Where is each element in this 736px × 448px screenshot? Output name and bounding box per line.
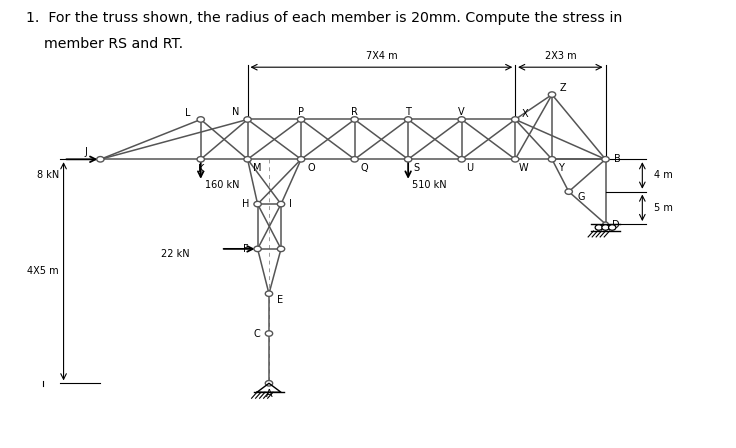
Text: S: S <box>413 163 420 173</box>
Circle shape <box>602 156 609 162</box>
Text: A: A <box>266 389 272 399</box>
Text: V: V <box>459 107 465 117</box>
Circle shape <box>609 225 616 230</box>
Circle shape <box>351 156 358 162</box>
Circle shape <box>265 291 272 297</box>
Text: C: C <box>254 328 261 339</box>
Circle shape <box>565 189 573 194</box>
Circle shape <box>277 201 285 207</box>
Circle shape <box>265 380 272 386</box>
Text: 1.  For the truss shown, the radius of each member is 20mm. Compute the stress i: 1. For the truss shown, the radius of ea… <box>26 11 622 25</box>
Text: W: W <box>518 163 528 173</box>
Text: E: E <box>277 295 283 305</box>
Circle shape <box>595 225 603 230</box>
Circle shape <box>602 225 609 230</box>
Circle shape <box>512 117 519 122</box>
Circle shape <box>603 222 608 226</box>
Circle shape <box>197 156 205 162</box>
Text: P: P <box>298 107 304 117</box>
Circle shape <box>244 117 251 122</box>
Text: Q: Q <box>361 163 369 173</box>
Circle shape <box>548 92 556 97</box>
Text: 4 m: 4 m <box>654 171 673 181</box>
Text: 22 kN: 22 kN <box>160 249 189 259</box>
Text: I: I <box>289 199 291 209</box>
Circle shape <box>405 156 412 162</box>
Text: O: O <box>308 163 315 173</box>
Text: 2X3 m: 2X3 m <box>545 51 576 61</box>
Circle shape <box>458 117 465 122</box>
Text: F: F <box>243 244 248 254</box>
Circle shape <box>254 246 261 252</box>
Circle shape <box>458 156 465 162</box>
Text: D: D <box>612 220 620 230</box>
Circle shape <box>265 331 272 336</box>
Circle shape <box>197 117 205 122</box>
Text: B: B <box>615 154 621 164</box>
Text: K: K <box>197 164 204 174</box>
Circle shape <box>277 246 285 252</box>
Text: M: M <box>253 163 262 173</box>
Text: G: G <box>577 192 584 202</box>
Circle shape <box>244 156 251 162</box>
Circle shape <box>297 117 305 122</box>
Text: 4X5 m: 4X5 m <box>26 266 58 276</box>
Text: N: N <box>232 107 239 117</box>
Text: 160 kN: 160 kN <box>205 180 239 190</box>
Circle shape <box>512 156 519 162</box>
Text: U: U <box>466 163 473 173</box>
Circle shape <box>96 156 104 162</box>
Circle shape <box>351 117 358 122</box>
Text: L: L <box>185 108 190 118</box>
Circle shape <box>405 117 412 122</box>
Text: R: R <box>351 107 358 117</box>
Text: 5 m: 5 m <box>654 203 673 213</box>
Text: member RS and RT.: member RS and RT. <box>26 37 183 51</box>
Text: J: J <box>84 147 87 157</box>
Circle shape <box>254 201 261 207</box>
Text: 510 kN: 510 kN <box>412 180 447 190</box>
Text: 7X4 m: 7X4 m <box>366 51 397 61</box>
Circle shape <box>297 156 305 162</box>
Text: 8 kN: 8 kN <box>37 170 59 180</box>
Text: T: T <box>406 107 411 117</box>
Text: Y: Y <box>558 163 564 173</box>
Circle shape <box>548 156 556 162</box>
Text: Z: Z <box>559 83 566 93</box>
Text: H: H <box>242 199 250 209</box>
Text: X: X <box>522 109 528 120</box>
